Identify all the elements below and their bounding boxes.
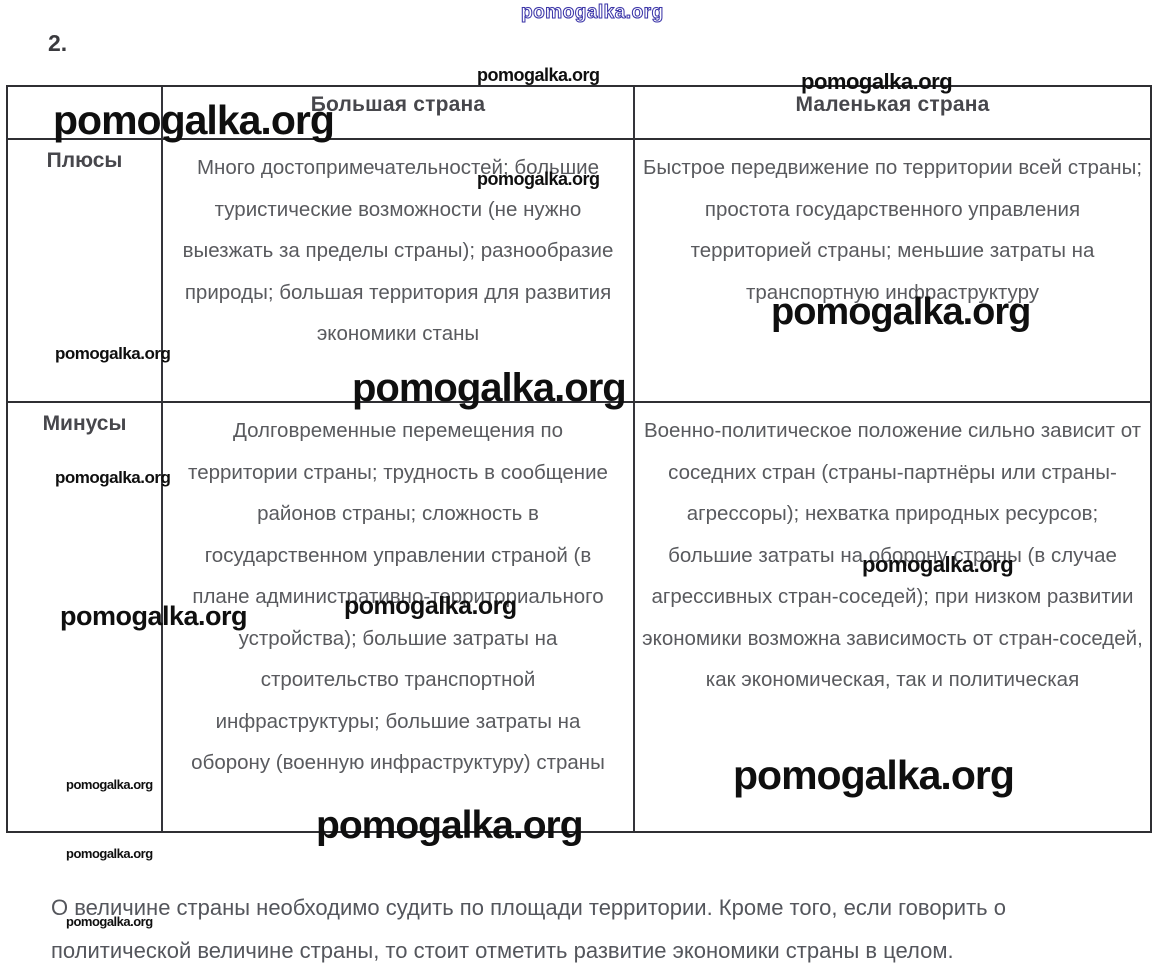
comparison-table: Большая страна Маленькая страна Плюсы Мн…	[6, 85, 1152, 833]
row-label-minuses: Минусы	[8, 403, 163, 831]
cell-pluses-big-country: Много достопримечательностей; большие ту…	[163, 140, 635, 403]
row-label-pluses: Плюсы	[8, 140, 163, 403]
cell-minuses-small-country: Военно-политическое положение сильно зав…	[642, 419, 1143, 691]
watermark-stamp: pomogalka.org	[477, 65, 600, 85]
table-header-empty	[8, 87, 163, 140]
watermark-stamp: pomogalka.org	[66, 846, 153, 861]
conclusion-paragraph: О величине страны необходимо судить по п…	[51, 895, 1006, 963]
cell-minuses-big-country: Долговременные перемещения по территории…	[163, 403, 635, 831]
item-number: 2.	[48, 30, 68, 56]
cell-pluses-small-country: Быстрое передвижение по территории всей …	[635, 140, 1150, 403]
table-header-small-country: Маленькая страна	[635, 87, 1150, 140]
table-header-big-country: Большая страна	[163, 87, 635, 140]
watermark-stamp: pomogalka.org	[521, 2, 664, 23]
